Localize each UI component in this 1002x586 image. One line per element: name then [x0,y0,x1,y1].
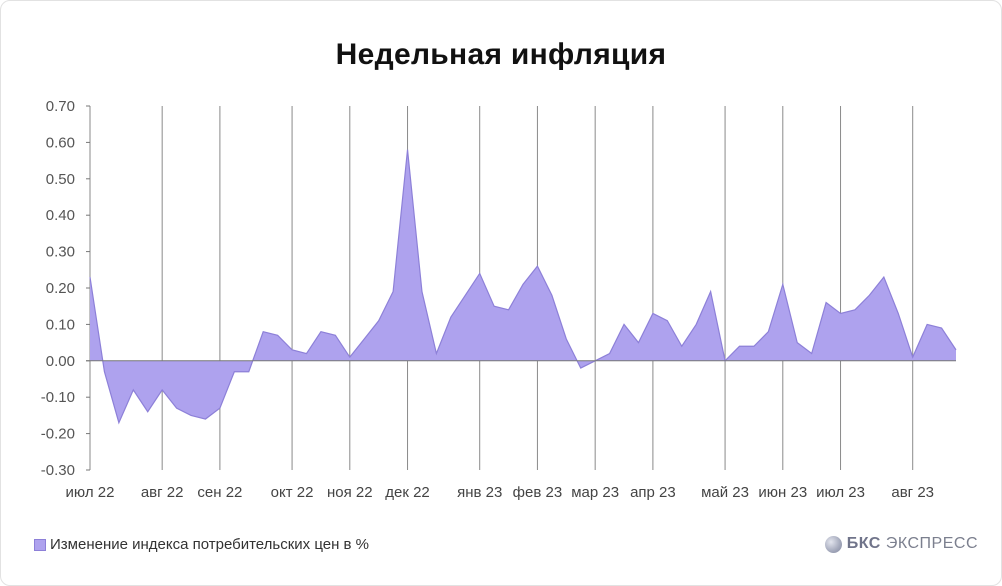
y-tick-label: 0.20 [46,280,75,297]
y-tick-label: 0.40 [46,207,75,224]
y-tick-label: 0.60 [46,134,75,151]
area-layer [89,149,957,425]
series-line [89,149,957,425]
legend-label: Изменение индекса потребительских цен в … [50,536,370,553]
grid-layer [89,106,914,470]
y-tick-label: 0.70 [46,98,75,115]
x-tick-label: апр 23 [630,484,676,501]
chart-title: Недельная инфляция [335,38,667,71]
x-tick-label: янв 23 [457,484,502,501]
x-tick-label: июл 22 [66,484,115,501]
x-tick-label: мар 23 [571,484,619,501]
y-tick-label: -0.10 [41,389,75,406]
x-tick-label: июл 23 [816,484,865,501]
x-tick-label: авг 23 [891,484,934,501]
brand-name: ЭКСПРЕСС [885,535,978,552]
brand-logo: БКС ЭКСПРЕСС [824,535,978,553]
y-tick-label: 0.30 [46,244,75,261]
x-tick-label: ноя 22 [327,484,373,501]
axis-layer [86,105,956,471]
y-tick-label: 0.50 [46,171,75,188]
y-tick-label: 0.10 [46,316,75,333]
y-tick-label: 0.00 [46,353,75,370]
legend-swatch [34,538,46,551]
brand-sphere-icon [824,535,842,553]
x-tick-label: авг 22 [141,484,184,501]
label-layer: 0.70 0.60 0.50 0.40 0.30 0.20 0.10 0.00 -0.10 -0.… [41,98,934,501]
chart-legend: Изменение индекса потребительских цен в … [34,536,369,553]
x-tick-label: окт 22 [271,484,314,501]
x-tick-label: дек 22 [385,484,430,501]
x-tick-label: июн 23 [758,484,807,501]
y-tick-label: -0.30 [41,462,75,479]
x-tick-label: фев 23 [513,484,563,501]
x-tick-label: май 23 [701,484,749,501]
y-tick-label: -0.20 [41,426,75,443]
series-area [90,149,956,423]
brand-strong: БКС [846,535,881,552]
x-tick-label: сен 22 [197,484,242,501]
